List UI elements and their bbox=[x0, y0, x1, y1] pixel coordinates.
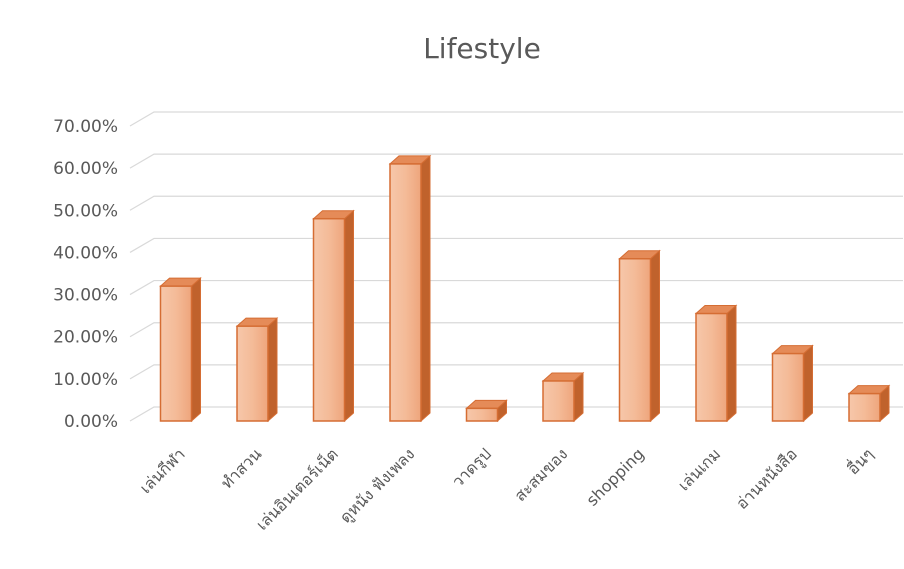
y-tick-label: 30.00% bbox=[53, 286, 118, 306]
y-tick-label: 0.00% bbox=[64, 412, 118, 432]
x-tick-label: shopping bbox=[583, 444, 648, 509]
gridline bbox=[129, 111, 903, 127]
bar-front bbox=[542, 380, 575, 422]
y-tick-label: 20.00% bbox=[53, 328, 118, 348]
bar bbox=[541, 371, 585, 423]
x-tick-label: ดูหนัง ฟังเพลง bbox=[336, 444, 419, 527]
y-tick-label: 50.00% bbox=[53, 201, 118, 221]
y-axis-ticks: 0.00% 10.00% 20.00% 30.00% 40.00% 50.00% 60.00… bbox=[53, 117, 118, 432]
gridline bbox=[129, 153, 903, 169]
gridline bbox=[129, 195, 903, 211]
bar-front bbox=[312, 217, 346, 422]
x-tick-label: เล่นกีฬา bbox=[136, 444, 189, 497]
gridline bbox=[129, 237, 903, 253]
bar-side bbox=[344, 209, 354, 423]
y-tick-label: 60.00% bbox=[53, 159, 118, 179]
bar-side bbox=[726, 304, 737, 423]
bar-front bbox=[159, 285, 193, 422]
bar bbox=[694, 304, 738, 423]
x-tick-label: วาดรูป bbox=[448, 444, 495, 491]
bar bbox=[159, 277, 202, 423]
x-tick-label: สะสมของ bbox=[510, 444, 571, 505]
bar-front bbox=[389, 163, 422, 422]
bar-front bbox=[848, 392, 881, 422]
x-tick-label: เล่นเกม bbox=[674, 444, 724, 494]
x-tick-label: ทำสวน bbox=[217, 444, 265, 492]
bars-layer bbox=[159, 154, 891, 423]
x-tick-label: อื่นๆ bbox=[842, 443, 877, 478]
x-tick-label: เล่นอินเตอร์เน็ต bbox=[252, 444, 342, 534]
bar bbox=[847, 384, 891, 423]
bar bbox=[388, 154, 432, 423]
bar-front bbox=[695, 312, 728, 422]
bar-side bbox=[191, 277, 201, 423]
y-tick-label: 10.00% bbox=[53, 370, 118, 390]
chart-title: Lifestyle bbox=[423, 32, 541, 65]
bar bbox=[465, 399, 508, 423]
bar-side bbox=[803, 344, 813, 423]
y-tick-label: 70.00% bbox=[53, 117, 118, 137]
y-tick-label: 40.00% bbox=[53, 243, 118, 263]
bar bbox=[771, 344, 814, 423]
gridline bbox=[129, 279, 903, 296]
bar-front bbox=[771, 352, 805, 422]
x-tick-label: อ่านหนังสือ bbox=[732, 444, 801, 513]
bar bbox=[312, 209, 355, 423]
bar-front bbox=[465, 407, 499, 422]
grid-layer bbox=[129, 111, 903, 422]
bar bbox=[618, 249, 661, 423]
bar-side bbox=[650, 249, 660, 423]
bar bbox=[235, 317, 279, 423]
bar-side bbox=[420, 154, 431, 423]
bar-front bbox=[618, 258, 652, 422]
bar-front bbox=[236, 325, 269, 422]
bar-side bbox=[267, 317, 278, 423]
